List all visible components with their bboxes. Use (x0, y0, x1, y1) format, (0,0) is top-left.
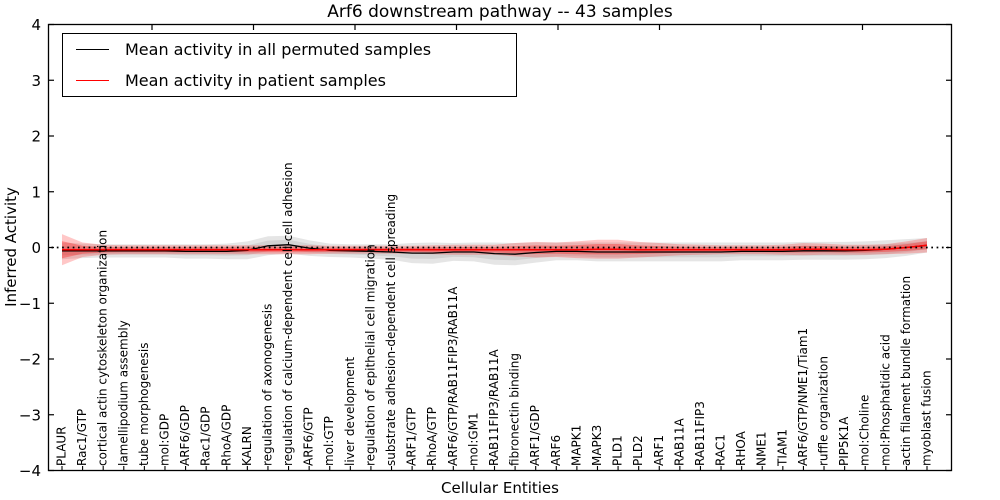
x-tick-label: ruffle organization (817, 356, 831, 466)
x-tick-label: mol:GM1 (466, 412, 480, 466)
patient-mean-line (62, 244, 928, 251)
x-tick-label: ARF6/GDP (178, 405, 192, 466)
x-tick-label: PIP5K1A (837, 416, 851, 466)
x-tick-label: myoblast fusion (920, 370, 934, 466)
legend-item-patient: Mean activity in patient samples (63, 69, 516, 93)
chart-title: Arf6 downstream pathway -- 43 samples (327, 2, 673, 22)
x-axis-label: Cellular Entities (441, 479, 559, 497)
x-tick-label: actin filament bundle formation (899, 276, 913, 466)
x-tick-label: ARF6/GTP (302, 407, 316, 466)
legend-label-permuted: Mean activity in all permuted samples (125, 40, 432, 59)
y-tick-label: 3 (31, 72, 41, 90)
x-tick-label: ARF1/GDP (528, 405, 542, 466)
x-tick-label: mol:Choline (858, 395, 872, 466)
y-tick-label: 1 (31, 183, 41, 201)
x-tick-label: PLD1 (611, 435, 625, 466)
x-tick-label: KALRN (240, 426, 254, 466)
x-tick-label: ARF1/GTP (405, 407, 419, 466)
y-tick-label: −3 (19, 406, 41, 424)
y-tick-label: 0 (31, 239, 41, 257)
x-tick-label: RhoA/GTP (425, 407, 439, 466)
x-tick-label: mol:GDP (157, 414, 171, 466)
x-tick-label: regulation of axonogenesis (260, 304, 274, 466)
x-tick-label: mol:GTP (322, 416, 336, 466)
legend-item-permuted: Mean activity in all permuted samples (63, 38, 516, 62)
x-tick-label: ARF6 (549, 435, 563, 466)
y-tick-label: −1 (19, 295, 41, 313)
x-tick-label: regulation of calcium-dependent cell-cel… (281, 162, 295, 466)
x-tick-label: mol:Phosphatidic acid (878, 334, 892, 466)
y-tick-label: 2 (31, 128, 41, 146)
legend-line-patient-icon (76, 80, 109, 81)
x-tick-label: PLAUR (55, 426, 69, 466)
x-tick-label: ARF1 (652, 435, 666, 466)
x-tick-label: cortical actin cytoskeleton organization (96, 230, 110, 466)
x-tick-label: liver development (343, 357, 357, 466)
y-axis-label: Inferred Activity (2, 187, 20, 307)
x-tick-label: regulation of epithelial cell migration (363, 244, 377, 466)
y-tick-label: −4 (19, 462, 41, 480)
x-tick-label: substrate adhesion-dependent cell spread… (384, 194, 398, 466)
y-tick-label: −2 (19, 351, 41, 369)
x-tick-label: ARF6/GTP/RAB11FIP3/RAB11A (446, 286, 460, 466)
legend-line-permuted-icon (76, 49, 109, 50)
x-tick-label: NME1 (755, 431, 769, 466)
x-tick-label: RAB11FIP3/RAB11A (487, 349, 501, 466)
x-tick-label: MAPK1 (569, 425, 583, 466)
x-tick-label: Rac1/GTP (75, 409, 89, 466)
legend-label-patient: Mean activity in patient samples (125, 71, 386, 90)
permuted-mean-line (62, 244, 928, 255)
x-tick-label: MAPK3 (590, 425, 604, 466)
x-tick-label: RhoA/GDP (219, 405, 233, 466)
x-tick-label: RAC1 (714, 434, 728, 466)
x-tick-label: RAB11A (672, 417, 686, 466)
x-tick-label: Rac1/GDP (199, 407, 213, 466)
x-tick-label: tube morphogenesis (137, 343, 151, 466)
x-tick-label: fibronectin binding (508, 353, 522, 466)
x-tick-label: PLD2 (631, 435, 645, 466)
legend: Mean activity in all permuted samples Me… (62, 33, 517, 97)
x-tick-label: ARF6/GTP/NME1/Tiam1 (796, 328, 810, 466)
x-tick-label: lamellipodium assembly (116, 320, 130, 466)
x-tick-label: RHOA (734, 430, 748, 466)
x-tick-label: TIAM1 (775, 429, 789, 467)
y-tick-label: 4 (31, 16, 41, 34)
x-tick-label: RAB11FIP3 (693, 401, 707, 466)
permuted-band-outer (62, 235, 927, 266)
